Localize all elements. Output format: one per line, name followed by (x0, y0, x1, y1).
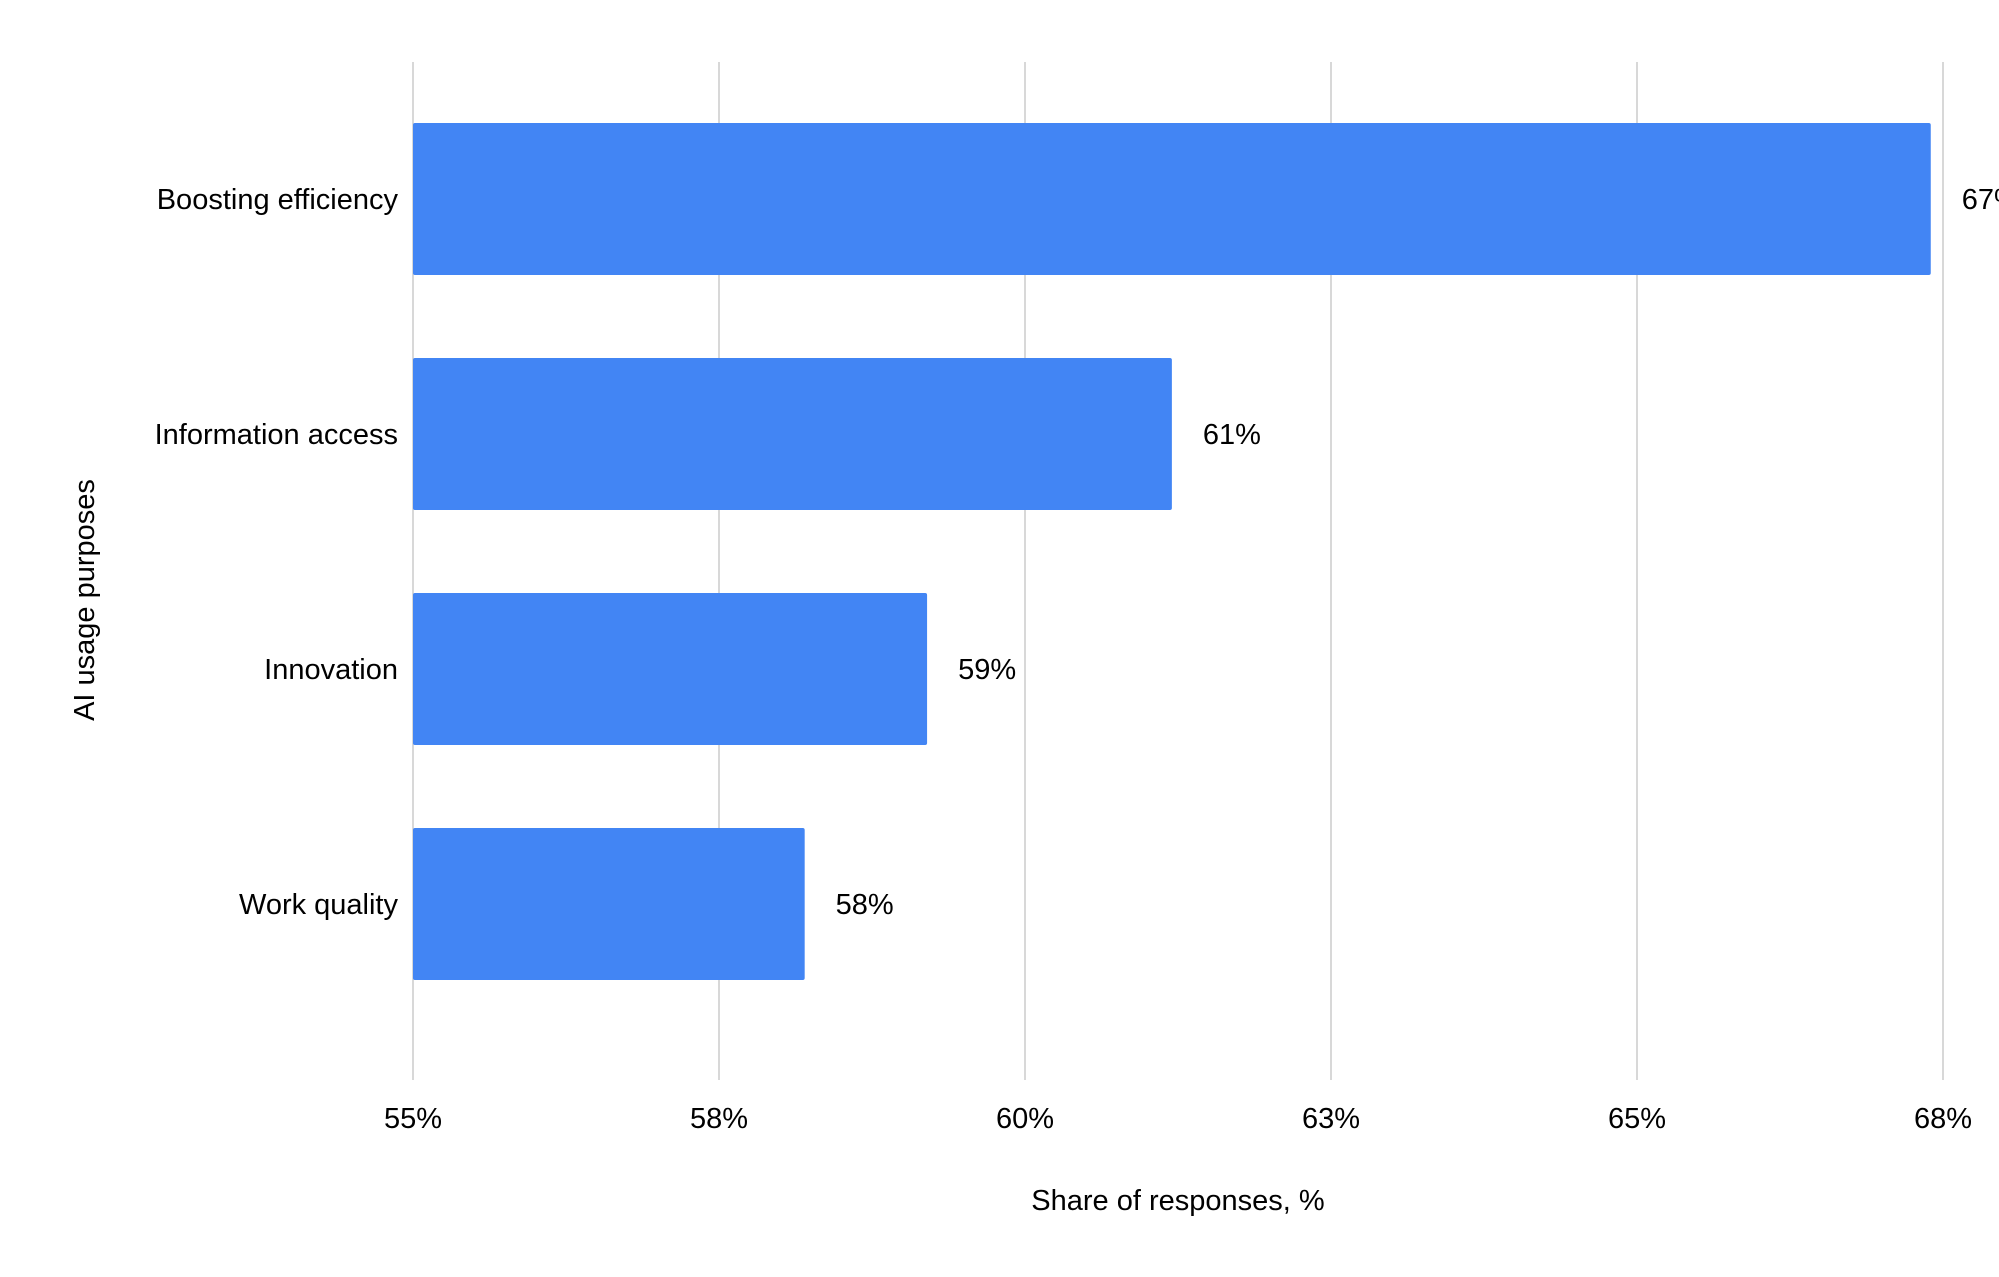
x-tick-label: 60% (996, 1103, 1054, 1135)
y-axis-categories: Boosting efficiency Information access Inn… (155, 184, 399, 921)
x-tick-label: 65% (1608, 1103, 1666, 1135)
category-label: Information access (155, 419, 398, 451)
y-axis-title: AI usage purposes (69, 479, 101, 721)
x-tick-label: 55% (384, 1103, 442, 1135)
x-tick-label: 68% (1914, 1103, 1972, 1135)
bar (413, 828, 805, 980)
data-label: 61% (1203, 419, 1261, 451)
x-axis-ticks: 55% 58% 60% 63% 65% 68% (384, 1103, 1972, 1135)
category-label: Innovation (264, 654, 398, 686)
data-label: 58% (836, 889, 894, 921)
x-tick-label: 58% (690, 1103, 748, 1135)
bar (413, 358, 1172, 510)
x-tick-label: 63% (1302, 1103, 1360, 1135)
bar (413, 123, 1931, 275)
category-label: Work quality (239, 889, 399, 921)
x-axis-title: Share of responses, % (1031, 1185, 1324, 1217)
bar (413, 593, 928, 745)
data-labels: 67% 61% 59% 58% (836, 184, 1999, 921)
data-label: 67% (1962, 184, 1999, 216)
data-label: 59% (958, 654, 1016, 686)
bars (413, 123, 1931, 980)
category-label: Boosting efficiency (157, 184, 399, 216)
